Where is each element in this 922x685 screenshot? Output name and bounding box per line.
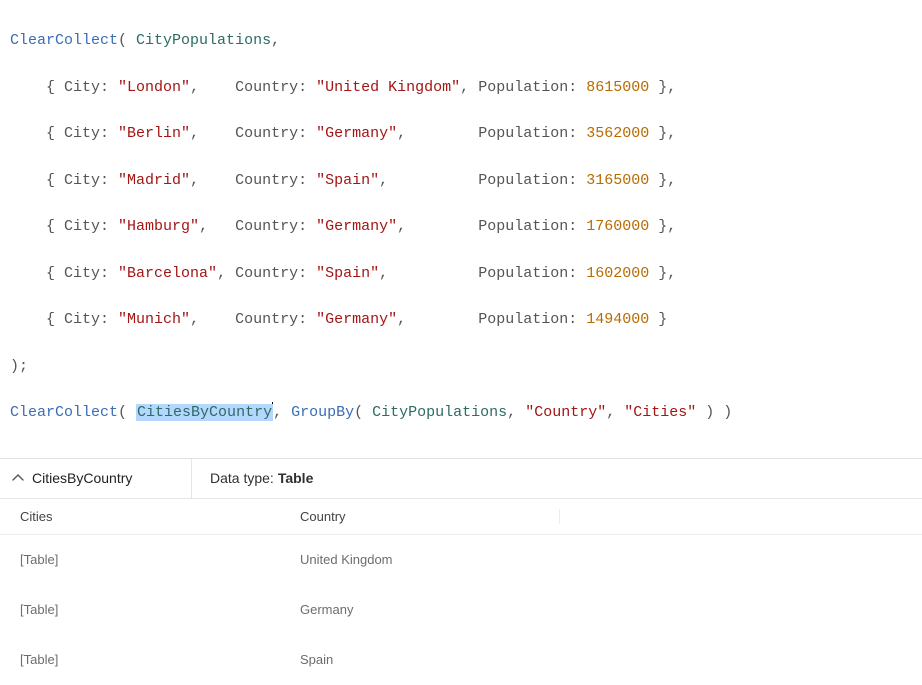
- result-pane: CitiesByCountry Data type: Table Cities …: [0, 459, 922, 685]
- code-line: ClearCollect( CityPopulations,: [10, 29, 912, 52]
- result-datatype: Data type: Table: [192, 459, 313, 498]
- table-row[interactable]: [Table] Spain: [0, 635, 922, 685]
- cell-country: United Kingdom: [300, 552, 922, 567]
- fn-clearcollect: ClearCollect: [10, 32, 118, 49]
- chevron-up-icon: [12, 472, 24, 484]
- cell-cities: [Table]: [20, 552, 300, 567]
- ident-citypopulations: CityPopulations: [136, 32, 271, 49]
- ident-citypopulations: CityPopulations: [372, 404, 507, 421]
- code-line: { City: "Madrid", Country: "Spain", Popu…: [10, 169, 912, 192]
- code-line: );: [10, 355, 912, 378]
- code-line: ClearCollect( CitiesByCountry, GroupBy( …: [10, 401, 912, 424]
- result-header: CitiesByCountry Data type: Table: [0, 459, 922, 499]
- code-line: { City: "Munich", Country: "Germany", Po…: [10, 308, 912, 331]
- fn-groupby: GroupBy: [291, 404, 354, 421]
- result-name-cell[interactable]: CitiesByCountry: [12, 459, 192, 498]
- result-name-label: CitiesByCountry: [32, 470, 132, 486]
- table-row[interactable]: [Table] Germany: [0, 585, 922, 635]
- cell-cities: [Table]: [20, 602, 300, 617]
- datatype-value: Table: [278, 470, 314, 486]
- cell-country: Spain: [300, 652, 922, 667]
- table-header-row: Cities Country: [0, 499, 922, 535]
- datatype-label: Data type:: [210, 470, 274, 486]
- cell-cities: [Table]: [20, 652, 300, 667]
- column-header-country[interactable]: Country: [300, 509, 560, 524]
- column-header-cities[interactable]: Cities: [20, 509, 300, 524]
- ident-citiesbycountry-selected: CitiesByCountry: [136, 404, 273, 421]
- cell-country: Germany: [300, 602, 922, 617]
- code-line: { City: "Barcelona", Country: "Spain", P…: [10, 262, 912, 285]
- code-line: { City: "Hamburg", Country: "Germany", P…: [10, 215, 912, 238]
- formula-editor[interactable]: ClearCollect( CityPopulations, { City: "…: [0, 0, 922, 459]
- result-table: Cities Country [Table] United Kingdom [T…: [0, 499, 922, 685]
- fn-clearcollect: ClearCollect: [10, 404, 118, 421]
- code-line: { City: "London", Country: "United Kingd…: [10, 76, 912, 99]
- code-line: { City: "Berlin", Country: "Germany", Po…: [10, 122, 912, 145]
- table-row[interactable]: [Table] United Kingdom: [0, 535, 922, 585]
